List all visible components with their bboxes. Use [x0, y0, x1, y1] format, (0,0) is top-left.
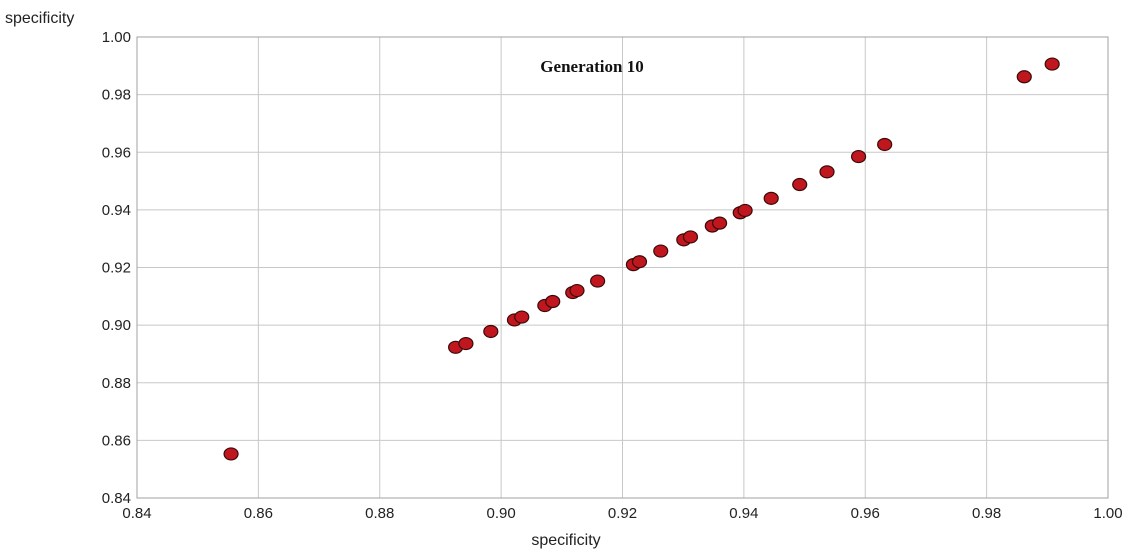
- scatter-points: [223, 57, 1060, 461]
- chart-title: Generation 10: [540, 57, 643, 76]
- data-point: [631, 255, 648, 269]
- x-axis-ticks: 0.84 0.86 0.88 0.90 0.92 0.94 0.96 0.98 1.00: [122, 505, 1122, 522]
- data-point: [545, 294, 561, 309]
- y-tick-label: 1.00: [102, 29, 131, 46]
- data-point: [458, 336, 474, 351]
- x-tick-label: 0.84: [122, 505, 151, 522]
- data-point: [711, 216, 728, 230]
- data-point: [737, 203, 753, 218]
- x-tick-label: 0.86: [244, 505, 273, 522]
- data-point: [653, 244, 669, 258]
- data-point: [223, 447, 239, 461]
- data-point: [763, 191, 779, 205]
- data-point: [792, 177, 808, 192]
- x-tick-label: 0.88: [365, 505, 394, 522]
- data-point: [1016, 70, 1032, 84]
- data-point: [682, 230, 699, 244]
- grid: [136, 36, 1109, 499]
- y-tick-label: 0.84: [102, 490, 131, 507]
- y-tick-label: 0.90: [102, 317, 131, 334]
- x-tick-label: 0.98: [972, 505, 1001, 522]
- data-point: [877, 137, 893, 152]
- data-point: [819, 165, 835, 179]
- y-tick-label: 0.96: [102, 144, 131, 161]
- y-axis-label: specificity: [5, 10, 74, 27]
- x-tick-label: 0.96: [851, 505, 880, 522]
- y-tick-label: 0.88: [102, 375, 131, 392]
- x-tick-label: 0.92: [608, 505, 637, 522]
- x-tick-label: 1.00: [1093, 505, 1122, 522]
- y-tick-label: 0.86: [102, 432, 131, 449]
- y-tick-label: 0.98: [102, 87, 131, 104]
- x-tick-label: 0.94: [729, 505, 758, 522]
- x-axis-label: specificity: [531, 532, 600, 549]
- data-point: [590, 274, 606, 288]
- y-tick-label: 0.92: [102, 260, 131, 277]
- data-point: [483, 324, 499, 339]
- data-point: [514, 310, 530, 324]
- data-point: [850, 149, 867, 164]
- y-axis-ticks: 0.84 0.86 0.88 0.90 0.92 0.94 0.96 0.98 1.00: [102, 29, 131, 507]
- plot-frame: [136, 36, 1109, 499]
- y-tick-label: 0.94: [102, 202, 131, 219]
- x-tick-label: 0.90: [487, 505, 516, 522]
- data-point: [1044, 57, 1060, 71]
- data-point: [569, 283, 585, 298]
